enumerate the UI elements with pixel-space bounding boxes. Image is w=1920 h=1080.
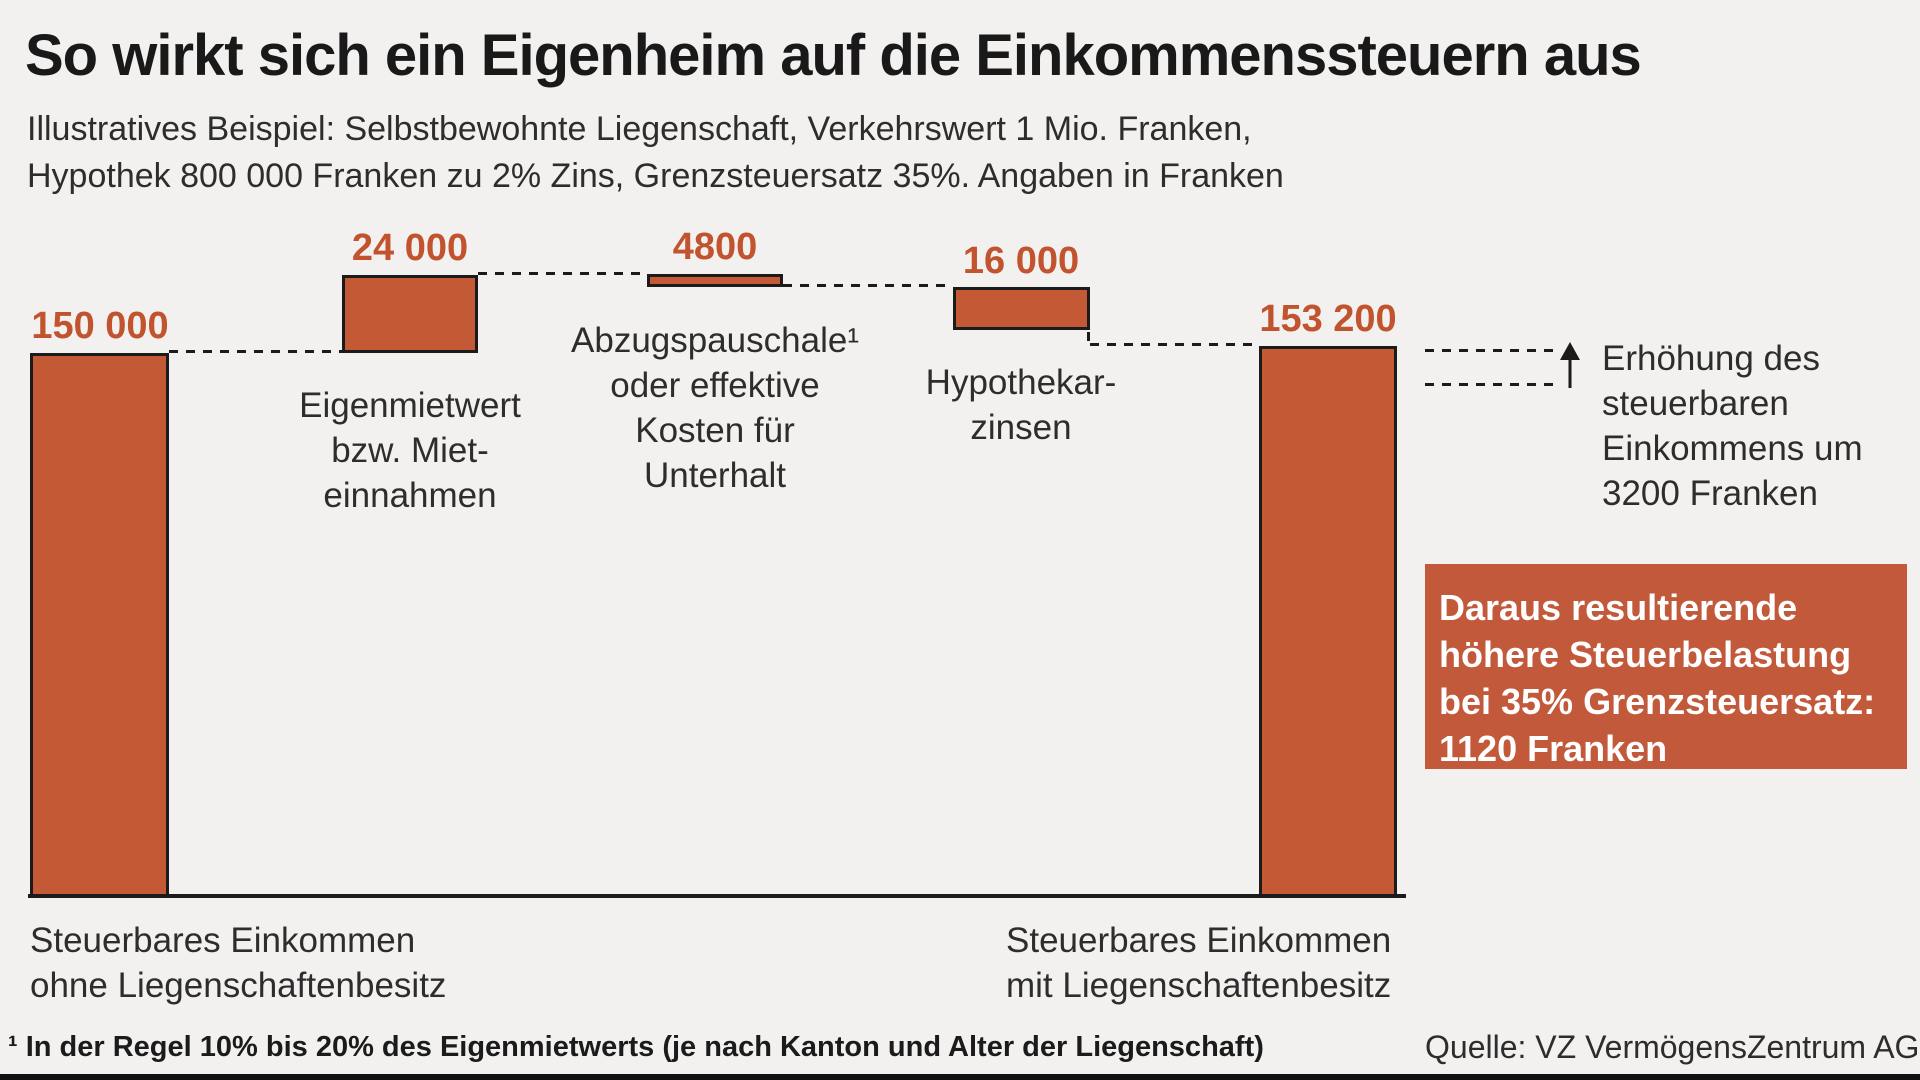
value-label-abzugspauschale: 4800 xyxy=(672,226,758,268)
increase-annotation: Erhöhung des steuerbaren Einkommens um 3… xyxy=(1602,339,1863,513)
delta-dash-upper xyxy=(1425,349,1553,352)
bottom-rule xyxy=(0,1074,1920,1080)
category-label-mit-liegenschaft: Steuerbares Einkommen mit Liegenschaften… xyxy=(1006,921,1392,1005)
bar-label-eigenmietwert: Eigenmietwert bzw. Miet- einnahmen xyxy=(299,386,521,515)
bar-abzugspauschale xyxy=(647,274,783,287)
connector-dash-1 xyxy=(169,350,342,353)
page-title: So wirkt sich ein Eigenheim auf die Eink… xyxy=(25,23,1642,88)
bar-einkommen-mit-liegenschaft xyxy=(1259,346,1397,897)
bar-einkommen-ohne-liegenschaft xyxy=(30,353,169,897)
connector-dash-4-vertical xyxy=(1087,332,1090,346)
value-label-mit-liegenschaft: 153 200 xyxy=(1259,298,1397,340)
tax-callout-box: Daraus resultierende höhere Steuerbelast… xyxy=(1425,564,1907,769)
bar-label-hypothekarzinsen: Hypothekar- zinsen xyxy=(925,363,1117,447)
connector-dash-3 xyxy=(783,284,953,287)
footnote: ¹ In der Regel 10% bis 20% des Eigenmiet… xyxy=(8,1031,1264,1063)
chart-baseline xyxy=(28,894,1406,898)
value-label-hypothekarzinsen: 16 000 xyxy=(962,240,1080,282)
bar-label-abzugspauschale: Abzugspauschale¹ oder effektive Kosten f… xyxy=(571,321,859,495)
connector-dash-4 xyxy=(1090,343,1259,346)
page-subtitle: Illustratives Beispiel: Selbstbewohnte L… xyxy=(27,110,1284,195)
category-label-ohne-liegenschaft: Steuerbares Einkommen ohne Liegenschafte… xyxy=(30,921,447,1005)
delta-dash-lower xyxy=(1425,383,1553,386)
source-credit: Quelle: VZ VermögensZentrum AG xyxy=(1425,1029,1920,1065)
bar-hypothekarzinsen xyxy=(953,287,1090,330)
bar-eigenmietwert xyxy=(342,275,478,353)
value-label-ohne-liegenschaft: 150 000 xyxy=(31,305,169,347)
connector-dash-2 xyxy=(478,272,647,275)
arrow-up-icon xyxy=(1560,342,1580,388)
value-label-eigenmietwert: 24 000 xyxy=(351,227,469,269)
